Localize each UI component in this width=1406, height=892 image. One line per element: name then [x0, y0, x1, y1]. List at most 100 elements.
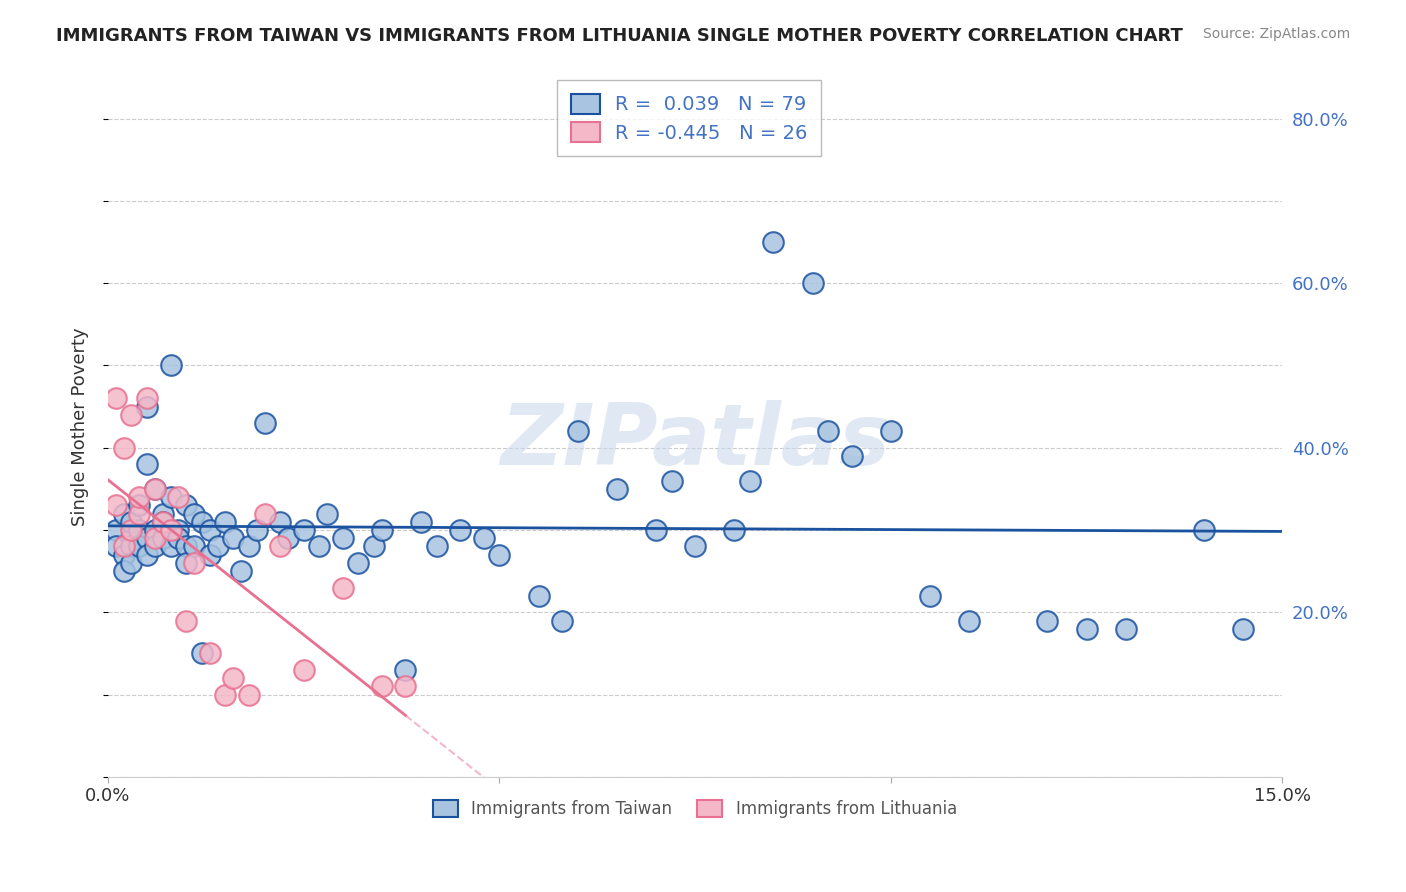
Point	[957, 614, 980, 628]
Point	[738, 474, 761, 488]
Point	[104, 392, 127, 406]
Point	[426, 540, 449, 554]
Text: ZIPatlas: ZIPatlas	[501, 400, 890, 483]
Point	[363, 540, 385, 554]
Point	[174, 499, 197, 513]
Point	[762, 235, 785, 249]
Point	[472, 531, 495, 545]
Point	[121, 556, 143, 570]
Point	[136, 548, 159, 562]
Point	[488, 548, 510, 562]
Point	[238, 540, 260, 554]
Point	[214, 688, 236, 702]
Point	[152, 515, 174, 529]
Point	[183, 540, 205, 554]
Point	[683, 540, 706, 554]
Point	[143, 523, 166, 537]
Point	[174, 540, 197, 554]
Point	[112, 540, 135, 554]
Point	[143, 531, 166, 545]
Point	[112, 548, 135, 562]
Point	[128, 523, 150, 537]
Point	[918, 589, 941, 603]
Point	[121, 523, 143, 537]
Point	[277, 531, 299, 545]
Point	[174, 614, 197, 628]
Point	[143, 482, 166, 496]
Point	[121, 515, 143, 529]
Point	[121, 540, 143, 554]
Point	[112, 441, 135, 455]
Point	[551, 614, 574, 628]
Legend: Immigrants from Taiwan, Immigrants from Lithuania: Immigrants from Taiwan, Immigrants from …	[426, 793, 963, 824]
Point	[371, 679, 394, 693]
Point	[121, 408, 143, 422]
Point	[198, 548, 221, 562]
Text: IMMIGRANTS FROM TAIWAN VS IMMIGRANTS FROM LITHUANIA SINGLE MOTHER POVERTY CORREL: IMMIGRANTS FROM TAIWAN VS IMMIGRANTS FRO…	[56, 27, 1182, 45]
Point	[143, 540, 166, 554]
Point	[128, 507, 150, 521]
Point	[152, 507, 174, 521]
Point	[207, 540, 229, 554]
Point	[1192, 523, 1215, 537]
Point	[112, 564, 135, 578]
Point	[198, 647, 221, 661]
Point	[308, 540, 330, 554]
Point	[159, 523, 181, 537]
Point	[645, 523, 668, 537]
Point	[332, 531, 354, 545]
Point	[723, 523, 745, 537]
Point	[292, 523, 315, 537]
Point	[214, 515, 236, 529]
Point	[347, 556, 370, 570]
Point	[527, 589, 550, 603]
Point	[198, 523, 221, 537]
Point	[128, 490, 150, 504]
Point	[238, 688, 260, 702]
Point	[222, 531, 245, 545]
Point	[449, 523, 471, 537]
Point	[104, 523, 127, 537]
Point	[128, 540, 150, 554]
Point	[104, 499, 127, 513]
Point	[394, 679, 416, 693]
Point	[136, 531, 159, 545]
Point	[174, 556, 197, 570]
Point	[136, 457, 159, 471]
Point	[606, 482, 628, 496]
Point	[191, 515, 214, 529]
Y-axis label: Single Mother Poverty: Single Mother Poverty	[72, 328, 89, 526]
Point	[269, 515, 291, 529]
Point	[136, 392, 159, 406]
Point	[121, 531, 143, 545]
Point	[246, 523, 269, 537]
Point	[183, 556, 205, 570]
Point	[411, 515, 433, 529]
Point	[167, 531, 190, 545]
Point	[253, 416, 276, 430]
Point	[1115, 622, 1137, 636]
Point	[191, 647, 214, 661]
Point	[152, 515, 174, 529]
Point	[229, 564, 252, 578]
Point	[159, 540, 181, 554]
Point	[167, 490, 190, 504]
Text: Source: ZipAtlas.com: Source: ZipAtlas.com	[1202, 27, 1350, 41]
Point	[112, 507, 135, 521]
Point	[1036, 614, 1059, 628]
Point	[269, 540, 291, 554]
Point	[1232, 622, 1254, 636]
Point	[128, 499, 150, 513]
Point	[167, 523, 190, 537]
Point	[222, 671, 245, 685]
Point	[371, 523, 394, 537]
Point	[1076, 622, 1098, 636]
Point	[316, 507, 339, 521]
Point	[183, 507, 205, 521]
Point	[159, 359, 181, 373]
Point	[104, 540, 127, 554]
Point	[801, 276, 824, 290]
Point	[817, 424, 839, 438]
Point	[292, 663, 315, 677]
Point	[159, 490, 181, 504]
